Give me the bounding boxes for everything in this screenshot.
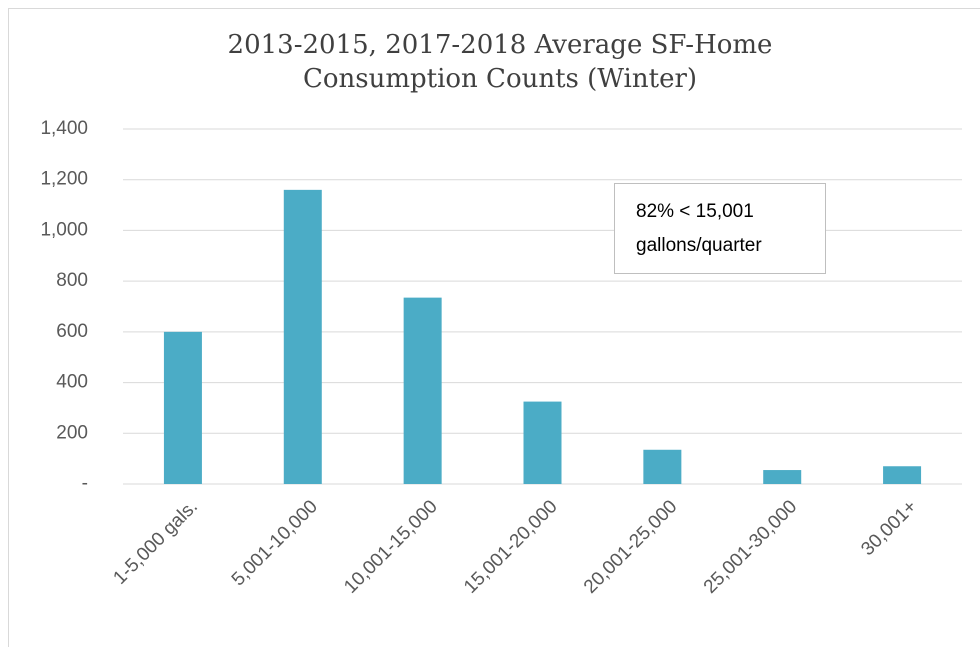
y-tick-label: 1,400 [40, 118, 88, 139]
chart-title: 2013-2015, 2017-2018 Average SF-Home [228, 30, 773, 60]
chart-border [8, 8, 980, 647]
bar [523, 401, 562, 484]
bar [163, 331, 202, 484]
y-tick-label: 200 [56, 422, 88, 443]
annotation: gallons/quarter [636, 235, 762, 256]
y-tick-label: 1,000 [40, 219, 88, 240]
bar [763, 470, 802, 484]
annotation: 82% < 15,001 [636, 201, 754, 222]
y-tick-label: 400 [56, 372, 88, 393]
y-tick-label: 800 [56, 270, 88, 291]
chart-title: Consumption Counts (Winter) [303, 64, 697, 94]
y-tick-label: 600 [56, 321, 88, 342]
y-tick-label: - [82, 473, 88, 494]
bar [643, 449, 682, 484]
bar [283, 189, 322, 484]
annotation-box [614, 183, 826, 274]
bar [403, 297, 442, 484]
y-tick-label: 1,200 [40, 169, 88, 190]
bar [883, 466, 922, 484]
